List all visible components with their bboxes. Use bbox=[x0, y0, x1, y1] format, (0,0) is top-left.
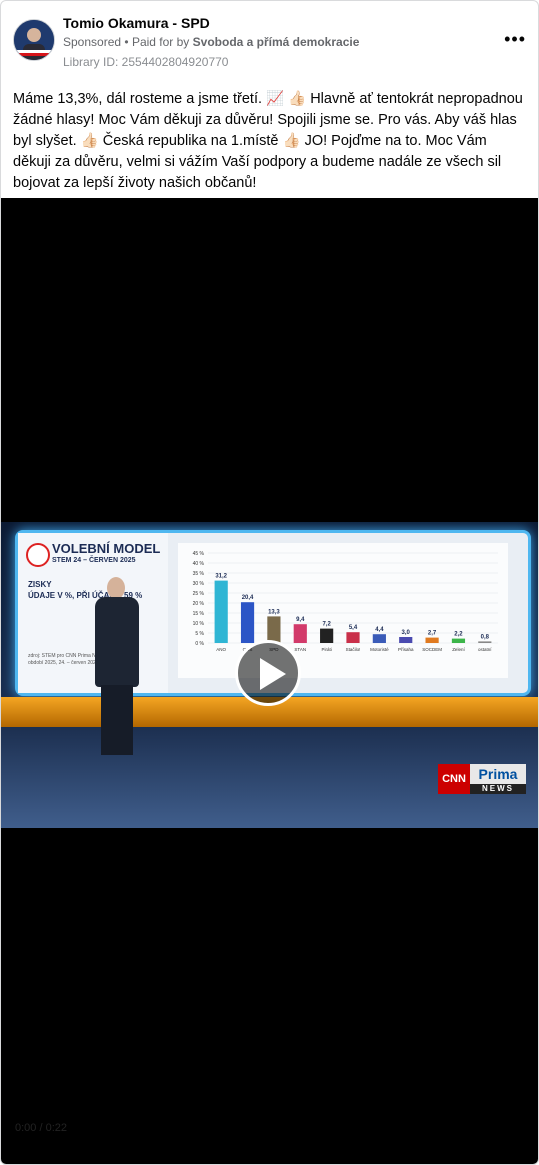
zisky-line-2: ÚDAJE V %, PŘI ÚČASTI 59 % bbox=[28, 591, 143, 600]
presenter-legs bbox=[101, 685, 133, 755]
video-time: 0:00 / 0:22 bbox=[15, 1122, 67, 1134]
bar-zelen- bbox=[451, 638, 466, 643]
play-button[interactable] bbox=[235, 640, 301, 706]
video-controls[interactable]: 0:00 / 0:22 bbox=[1, 1120, 538, 1140]
category-label: Zelení bbox=[452, 647, 465, 652]
poll-subtitle: STEM 24 – ČERVEN 2025 bbox=[52, 557, 136, 564]
y-tick-label: 30 % bbox=[193, 581, 205, 587]
poll-source: zdroj: STEM pro CNN Prima NEWS období 20… bbox=[28, 653, 107, 667]
bar-value-label: 7,2 bbox=[322, 622, 331, 628]
category-label: Motoristé bbox=[370, 647, 389, 652]
y-tick-label: 0 % bbox=[195, 641, 204, 647]
bar-value-label: 2,2 bbox=[454, 632, 463, 638]
play-icon bbox=[260, 658, 286, 690]
y-tick-label: 40 % bbox=[193, 561, 205, 567]
bar-value-label: 13,3 bbox=[268, 609, 280, 615]
y-tick-label: 5 % bbox=[195, 631, 204, 637]
poll-chart: 45 % 40 % 35 % 30 % 25 % 20 % 15 % 10 % 5 % 0 % 31… bbox=[178, 543, 508, 678]
zisky-line-1: ZISKY bbox=[28, 580, 52, 589]
category-label: Piráti bbox=[322, 647, 332, 652]
category-label: STAN bbox=[294, 647, 306, 652]
bar-value-label: 20,4 bbox=[242, 595, 254, 601]
bar-ods bbox=[240, 602, 255, 643]
bar-value-label: 9,4 bbox=[296, 617, 305, 623]
y-tick-label: 25 % bbox=[193, 591, 205, 597]
bar-p-saha bbox=[399, 637, 413, 643]
paid-for-prefix: Paid for by bbox=[131, 35, 190, 49]
y-tick-label: 35 % bbox=[193, 571, 205, 577]
category-label: Stačilo! bbox=[346, 647, 361, 652]
more-options-icon[interactable]: ••• bbox=[504, 29, 526, 49]
sponsored-label: Sponsored bbox=[63, 35, 122, 49]
prima-logo: Prima bbox=[470, 764, 526, 784]
bar-motorist- bbox=[372, 634, 386, 643]
video-player[interactable]: VOLEBNÍ MODEL STEM 24 – ČERVEN 2025 ZISK… bbox=[1, 198, 538, 1164]
post-header: Tomio Okamura - SPD Sponsored • Paid for… bbox=[13, 15, 528, 75]
category-label: ostatní bbox=[478, 647, 492, 652]
category-label: SOCDEM bbox=[422, 647, 442, 652]
presenter-suit bbox=[95, 597, 139, 687]
bar-value-label: 3,0 bbox=[402, 630, 411, 636]
bar-value-label: 5,4 bbox=[349, 625, 358, 631]
presenter bbox=[89, 577, 145, 757]
bar-sta-ilo- bbox=[346, 632, 360, 643]
cnn-prima-news-logo: CNN Prima NEWS bbox=[438, 764, 526, 794]
category-label: ANO bbox=[216, 647, 226, 652]
y-tick-label: 10 % bbox=[193, 621, 205, 627]
stem-logo bbox=[26, 543, 50, 567]
bar-value-label: 31,2 bbox=[215, 574, 227, 580]
cnn-logo: CNN bbox=[438, 764, 470, 794]
poll-title: VOLEBNÍ MODEL bbox=[52, 541, 161, 556]
bar-ano bbox=[214, 580, 228, 643]
poll-zisky: ZISKY ÚDAJE V %, PŘI ÚČASTI 59 % bbox=[28, 579, 142, 601]
bar-stan bbox=[293, 624, 307, 643]
post-text: Máme 13,3%, dál rosteme a jsme třetí. 📈 … bbox=[13, 91, 523, 191]
library-id: Library ID: 2554402804920770 bbox=[63, 55, 229, 69]
bar-value-label: 0,8 bbox=[481, 634, 490, 640]
paid-for-by[interactable]: Svoboda a přímá demokracie bbox=[192, 35, 360, 49]
page-avatar[interactable] bbox=[13, 19, 55, 61]
source-line-1: zdroj: STEM pro CNN Prima NEWS bbox=[28, 653, 108, 659]
news-logo: NEWS bbox=[470, 784, 526, 794]
bar-spd bbox=[267, 616, 281, 643]
presenter-head bbox=[107, 577, 125, 599]
video-frame: VOLEBNÍ MODEL STEM 24 – ČERVEN 2025 ZISK… bbox=[1, 522, 538, 828]
bar-ostatn- bbox=[478, 641, 492, 643]
y-tick-label: 45 % bbox=[193, 551, 205, 557]
y-tick-label: 15 % bbox=[193, 611, 205, 617]
sponsor-line: Sponsored • Paid for by Svoboda a přímá … bbox=[63, 35, 359, 49]
page-name[interactable]: Tomio Okamura - SPD bbox=[63, 15, 210, 31]
bar-value-label: 2,7 bbox=[428, 631, 437, 637]
bar-value-label: 4,4 bbox=[375, 627, 384, 633]
y-tick-label: 20 % bbox=[193, 601, 205, 607]
poll-info-panel: VOLEBNÍ MODEL STEM 24 – ČERVEN 2025 ZISK… bbox=[18, 533, 168, 693]
poll-chart-svg: 45 % 40 % 35 % 30 % 25 % 20 % 15 % 10 % 5 % 0 % 31… bbox=[193, 551, 498, 652]
dot-separator: • bbox=[124, 35, 132, 49]
bar-socdem bbox=[425, 637, 439, 643]
source-line-2: období 2025, 24. – červen 2025 bbox=[28, 660, 99, 666]
bar-pir-ti bbox=[320, 628, 334, 643]
category-label: Přísaha bbox=[398, 647, 414, 652]
